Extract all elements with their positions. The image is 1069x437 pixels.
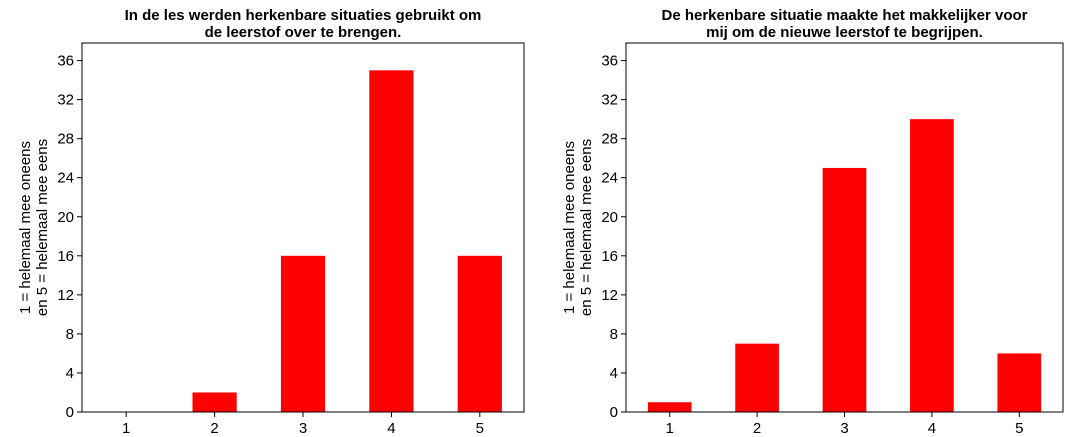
y-tick-label: 32 [601, 92, 618, 109]
bar [457, 255, 502, 412]
chart-title: De herkenbare situatie maakte het makkel… [661, 7, 1027, 24]
y-tick-label: 8 [610, 326, 618, 343]
bar [735, 343, 779, 412]
x-tick-label: 2 [753, 420, 761, 437]
y-tick-label: 16 [601, 248, 618, 265]
bar [822, 167, 867, 412]
x-tick-label: 2 [210, 420, 218, 437]
y-tick-label: 28 [601, 131, 618, 148]
y-tick-label: 16 [57, 248, 74, 265]
y-tick-label: 28 [57, 131, 74, 148]
x-tick-label: 5 [1015, 420, 1023, 437]
bar [280, 255, 326, 412]
x-tick-label: 1 [666, 420, 674, 437]
y-tick-label: 12 [57, 287, 74, 304]
x-tick-label: 4 [928, 420, 936, 437]
y-tick-label: 32 [57, 92, 74, 109]
axes-frame [81, 42, 525, 413]
y-tick-label: 36 [57, 53, 74, 70]
y-tick-label: 4 [66, 365, 74, 382]
y-tick-label: 12 [601, 287, 618, 304]
y-tick-label: 36 [601, 53, 618, 70]
x-tick-label: 4 [387, 420, 395, 437]
y-tick-label: 20 [57, 209, 74, 226]
y-tick-label: 24 [57, 170, 74, 187]
x-tick-label: 1 [122, 420, 130, 437]
x-tick-label: 5 [476, 420, 484, 437]
y-axis-label: en 5 = helemaal mee eens [578, 139, 595, 316]
y-axis-label: 1 = helemaal mee oneens [17, 141, 34, 314]
bar [647, 402, 692, 412]
y-tick-label: 0 [610, 404, 618, 421]
bar [910, 119, 954, 413]
y-tick-label: 20 [601, 209, 618, 226]
bar [369, 70, 414, 412]
y-tick-label: 4 [610, 365, 618, 382]
y-tick-label: 8 [66, 326, 74, 343]
y-axis-label: 1 = helemaal mee oneens [561, 141, 578, 314]
y-axis-label: en 5 = helemaal mee eens [34, 139, 51, 316]
axes-frame [625, 42, 1064, 413]
bar [997, 353, 1042, 412]
y-tick-label: 0 [66, 404, 74, 421]
bar [192, 392, 237, 412]
chart-title: mij om de nieuwe leerstof te begrijpen. [706, 24, 983, 41]
y-tick-label: 24 [601, 170, 618, 187]
chart-title: In de les werden herkenbare situaties ge… [125, 7, 482, 24]
chart-title: de leerstof over te brengen. [205, 24, 402, 41]
x-tick-label: 3 [840, 420, 848, 437]
x-tick-label: 3 [299, 420, 307, 437]
